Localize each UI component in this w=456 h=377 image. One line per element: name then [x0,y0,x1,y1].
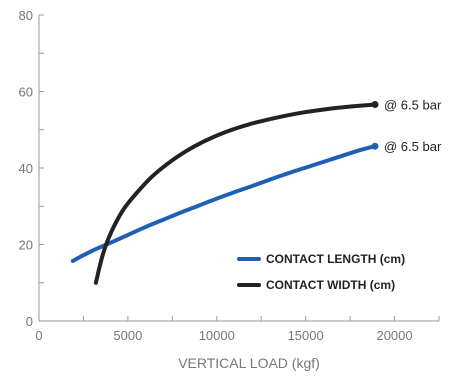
y-tick-label: 40 [19,161,33,176]
x-tick-label: 10000 [199,328,235,343]
y-tick-label: 0 [26,314,33,329]
legend-label-contact-width: CONTACT WIDTH (cm) [266,278,395,292]
contact-width-end-label: @ 6.5 bar [384,98,442,113]
x-tick-label: 15000 [288,328,324,343]
x-axis-title: VERTICAL LOAD (kgf) [178,355,320,371]
contact-width-line [93,102,377,285]
y-tick-label: 20 [19,238,33,253]
x-tick-label: 0 [35,328,42,343]
y-ticks: 0 20 40 60 80 [19,8,44,329]
end-annotations: @ 6.5 bar @ 6.5 bar [384,98,442,155]
contact-length-end-label: @ 6.5 bar [384,139,442,154]
legend-label-contact-length: CONTACT LENGTH (cm) [266,252,405,266]
x-tick-label: 5000 [113,328,142,343]
y-tick-label: 80 [19,8,33,23]
contact-length-line [70,144,377,263]
x-ticks: 0 5000 10000 15000 20000 [35,316,440,343]
x-tick-label: 20000 [376,328,412,343]
contact-length-end-marker [371,142,379,150]
y-tick-label: 60 [19,85,33,100]
contact-width-end-marker [371,101,379,109]
series-layer [70,101,379,285]
legend: CONTACT LENGTH (cm) CONTACT WIDTH (cm) [237,252,405,292]
